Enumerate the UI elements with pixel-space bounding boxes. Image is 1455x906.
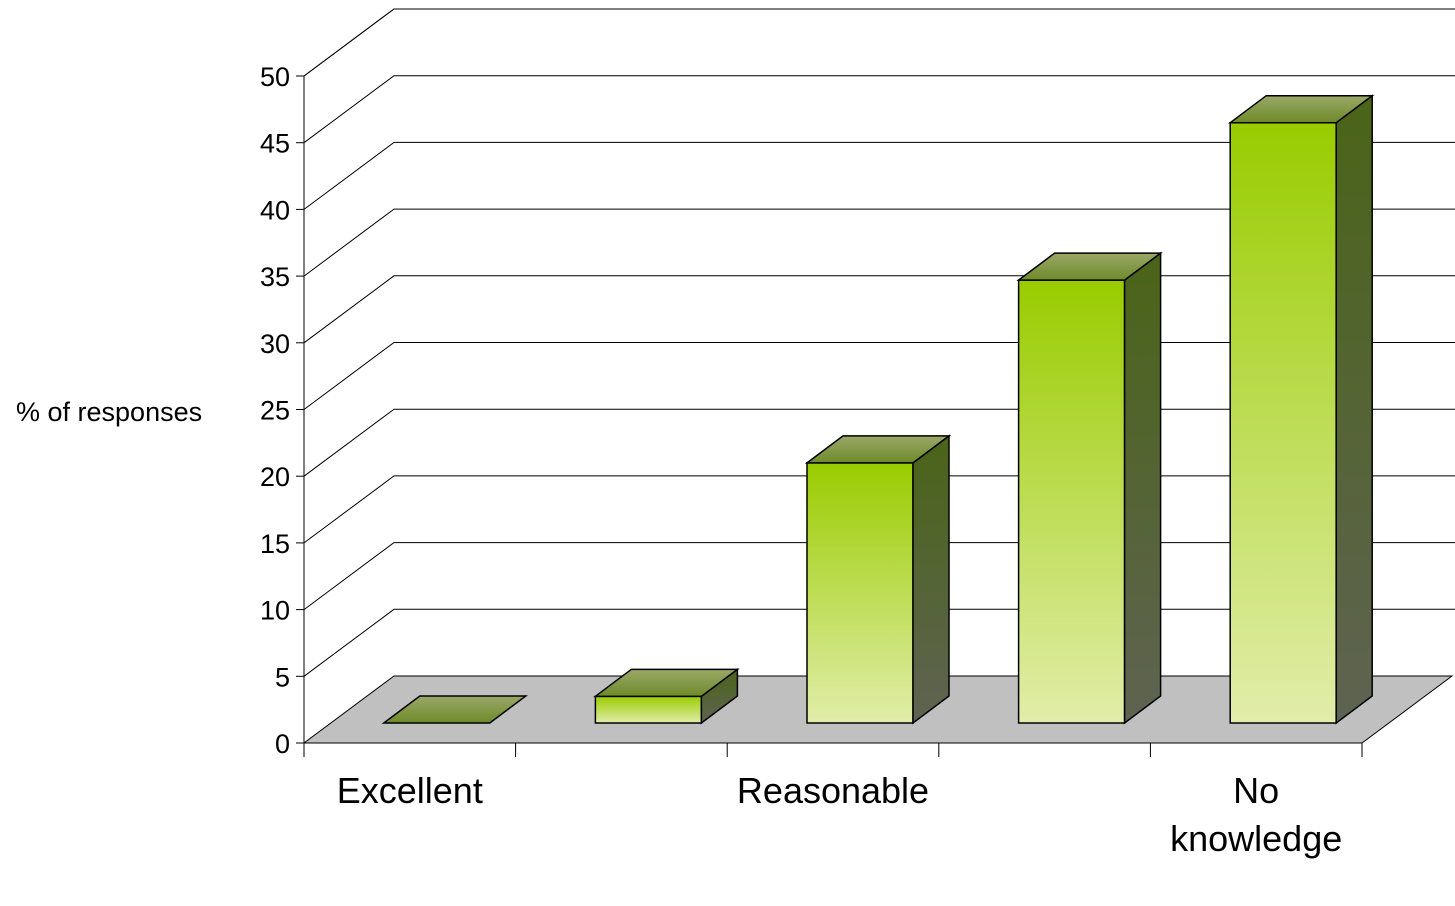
bar [1016, 251, 1163, 725]
bar-front [1017, 279, 1126, 724]
gridline [303, 208, 1455, 277]
y-tick-label: 15 [260, 529, 290, 559]
bar [381, 695, 529, 724]
x-category-label: No [1233, 770, 1279, 811]
y-tick-label: 45 [260, 129, 290, 159]
bar-side [1335, 94, 1373, 725]
bar-top [1227, 94, 1375, 124]
y-tick-label: 20 [260, 462, 290, 492]
y-tick-label: 35 [260, 262, 290, 292]
axes [296, 75, 1363, 757]
x-category-label: Excellent [337, 770, 483, 811]
bar-front [806, 462, 914, 724]
bar-top [804, 435, 952, 464]
bar-side [912, 434, 950, 725]
bar [1227, 94, 1375, 725]
gridline [303, 8, 1455, 77]
bar-top [593, 668, 740, 698]
x-category-label: knowledge [1170, 818, 1342, 859]
y-tick-label: 5 [275, 662, 290, 692]
y-axis-title: % of responses [16, 397, 202, 427]
y-tick-label: 40 [260, 195, 290, 225]
gridline-top [303, 8, 1455, 77]
gridline [303, 75, 1455, 144]
bar-top [381, 695, 529, 724]
bar [804, 434, 952, 725]
y-tick-label: 30 [260, 329, 290, 359]
labels: 0 5 10 15 20 25 30 35 40 45 50 Excellent Reasonable N… [260, 62, 1342, 859]
y-tick-label: 25 [260, 396, 290, 426]
x-category-label: Reasonable [737, 770, 929, 811]
y-tick-label: 10 [260, 596, 290, 626]
bar-top [1016, 252, 1163, 281]
bar-front [1229, 121, 1337, 724]
bar [593, 667, 740, 725]
gridline [303, 141, 1455, 210]
bar-front [594, 695, 703, 724]
bar-side [1123, 251, 1162, 725]
y-tick-label: 0 [275, 729, 290, 759]
y-tick-label: 50 [260, 62, 290, 92]
bars [381, 94, 1375, 725]
